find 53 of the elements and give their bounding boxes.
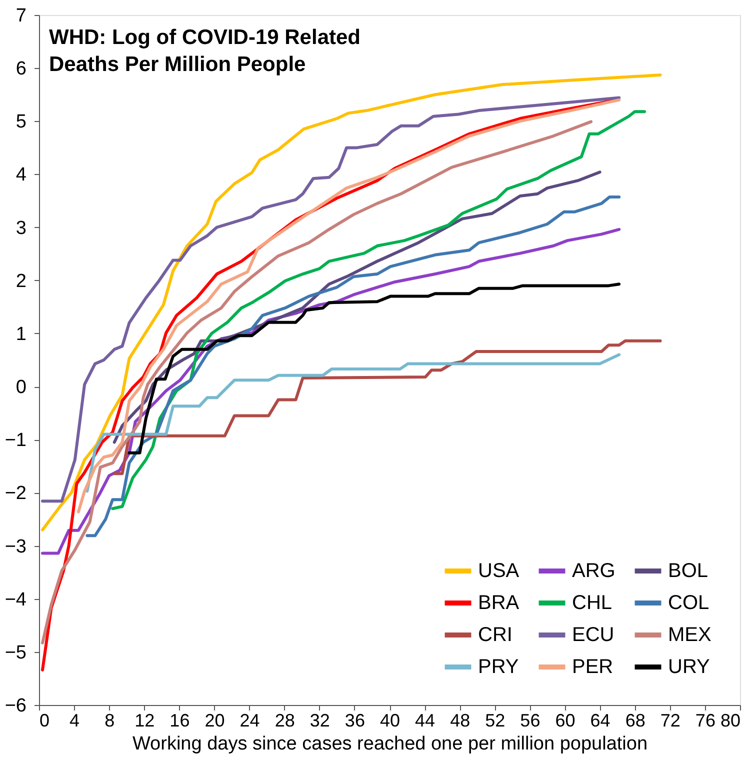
legend-label: BRA xyxy=(478,592,520,614)
x-tick-label: 72 xyxy=(660,710,680,730)
x-tick-label: 8 xyxy=(104,710,115,730)
x-tick-label: 44 xyxy=(415,710,436,730)
legend-label: USA xyxy=(478,560,520,582)
y-tick-label: 6 xyxy=(16,58,26,80)
x-tick-label: 16 xyxy=(170,710,190,730)
y-tick-label: −1 xyxy=(4,430,26,452)
x-tick-label: 80 xyxy=(720,710,740,730)
legend-label: URY xyxy=(668,656,710,678)
y-tick-label: −5 xyxy=(4,642,26,664)
legend-label: PRY xyxy=(478,656,519,678)
x-tick-label: 60 xyxy=(555,710,576,730)
x-axis-title: Working days since cases reached one per million population xyxy=(132,734,648,754)
y-tick-label: −4 xyxy=(4,589,27,610)
y-tick-label: 2 xyxy=(16,270,26,292)
legend-label: CHL xyxy=(572,592,612,614)
x-tick-label: 48 xyxy=(450,710,470,730)
x-tick-label: 64 xyxy=(590,710,610,730)
legend-label: BOL xyxy=(668,560,708,582)
x-tick-label: 20 xyxy=(204,710,225,730)
x-tick-label: 0 xyxy=(40,710,50,730)
x-tick-label: 28 xyxy=(274,710,295,730)
legend-label: CRI xyxy=(478,624,512,646)
x-tick-label: 4 xyxy=(70,710,80,730)
x-tick-label: 36 xyxy=(344,710,365,730)
legend-label: ARG xyxy=(572,560,616,582)
line-series xyxy=(128,282,621,454)
x-tick-label: 12 xyxy=(134,710,155,730)
y-tick-label: 0 xyxy=(16,377,26,398)
y-tick-label: 7 xyxy=(16,6,26,26)
y-tick-label: −3 xyxy=(4,536,26,558)
x-tick-label: 40 xyxy=(380,710,400,730)
x-tick-label: 56 xyxy=(520,710,540,730)
x-tick-label: 68 xyxy=(625,710,646,730)
y-tick-label: −6 xyxy=(4,696,26,716)
y-tick-label: 1 xyxy=(16,324,26,345)
y-tick-label: 3 xyxy=(16,218,26,239)
x-tick-label: 32 xyxy=(310,710,330,730)
y-tick-label: −2 xyxy=(4,483,26,504)
legend-label: MEX xyxy=(668,624,712,646)
legend-label: ECU xyxy=(572,624,614,646)
x-tick-label: 52 xyxy=(485,710,506,730)
x-tick-label: 76 xyxy=(695,710,716,730)
y-tick-label: 4 xyxy=(16,164,27,186)
y-tick-label: 5 xyxy=(16,112,26,133)
line-series xyxy=(112,339,662,476)
text: WHD: Log of COVID-19 Related Deaths Per Million People xyxy=(49,26,361,76)
line-series xyxy=(86,196,621,538)
x-tick-label: 24 xyxy=(240,710,260,730)
legend-label: COL xyxy=(668,592,710,614)
legend-label: PER xyxy=(572,656,614,678)
line-series xyxy=(86,353,621,493)
